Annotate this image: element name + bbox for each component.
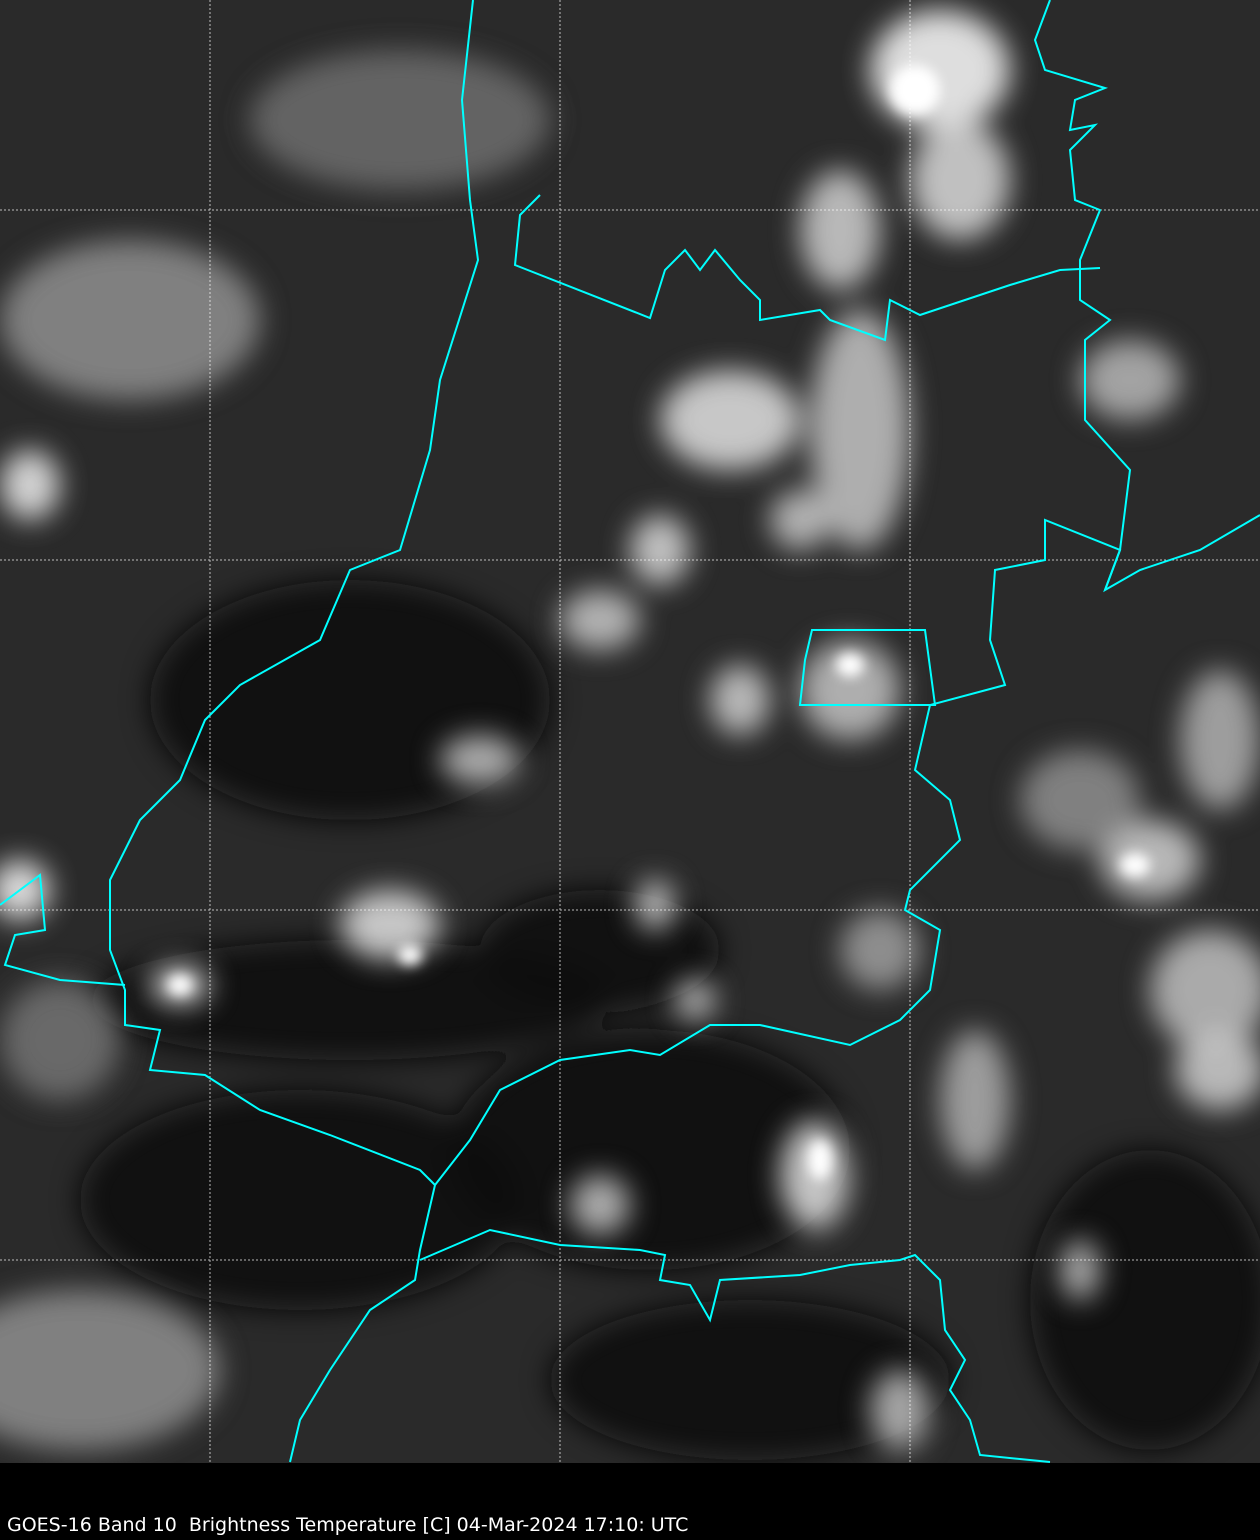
cloud-top <box>398 945 422 965</box>
clear-area <box>550 1300 950 1460</box>
border-inner <box>434 518 1122 1186</box>
cloud <box>870 1370 930 1450</box>
cloud <box>1020 750 1140 850</box>
cloud <box>560 590 640 650</box>
cloud <box>800 170 880 290</box>
border-west <box>109 0 480 1463</box>
cloud <box>1180 670 1260 810</box>
cloud <box>1100 820 1200 900</box>
cloud <box>440 735 520 785</box>
state-borders <box>0 0 1260 1463</box>
clear-area <box>90 940 610 1060</box>
cloud-top <box>1120 853 1150 877</box>
cloud <box>0 240 260 400</box>
cloud <box>770 490 830 550</box>
border-southwest <box>0 873 126 986</box>
cloud <box>840 910 920 990</box>
cloud-field <box>0 10 1260 1450</box>
border-south <box>419 1228 1051 1463</box>
convective-cores <box>168 65 1150 1180</box>
cloud <box>940 1030 1010 1170</box>
federal-district-border <box>798 629 937 706</box>
cloud <box>660 370 800 470</box>
cloud <box>570 1175 630 1235</box>
cloud-top <box>890 65 940 115</box>
satellite-image <box>0 0 1260 1463</box>
cloud <box>675 980 715 1020</box>
clear-area <box>80 1090 520 1310</box>
cloud <box>910 120 1010 240</box>
cloud <box>1150 930 1260 1050</box>
cloud-top <box>168 975 192 995</box>
cloud <box>635 880 675 930</box>
border-north <box>513 194 1101 342</box>
image-caption: GOES-16 Band 10 Brightness Temperature [… <box>7 1514 689 1536</box>
cloud <box>870 10 1010 130</box>
cloud <box>0 1290 220 1450</box>
cloud <box>0 450 60 520</box>
cloud <box>1175 1030 1260 1110</box>
cloud <box>340 890 440 960</box>
cloud <box>1060 1240 1100 1300</box>
clear-area <box>1030 1150 1260 1450</box>
cloud <box>250 50 550 190</box>
cloud <box>1080 340 1180 420</box>
cloud <box>0 980 120 1100</box>
clear-area <box>450 1030 850 1270</box>
cloud <box>810 310 910 550</box>
cloud <box>710 665 770 735</box>
cloud <box>0 860 50 920</box>
lat-lon-grid <box>0 0 1260 1463</box>
cloud <box>630 515 690 585</box>
cloud-top <box>808 1140 832 1180</box>
cloud <box>800 640 900 740</box>
cloud-top <box>836 653 864 677</box>
